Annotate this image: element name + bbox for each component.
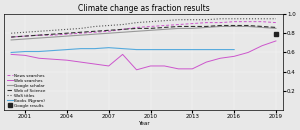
Title: Climate change as fraction results: Climate change as fraction results (78, 4, 209, 13)
Legend: News searches, Web searches, Google scholar, Web of Science, WoS titles, Books (: News searches, Web searches, Google scho… (6, 73, 46, 108)
X-axis label: Year: Year (138, 121, 149, 126)
